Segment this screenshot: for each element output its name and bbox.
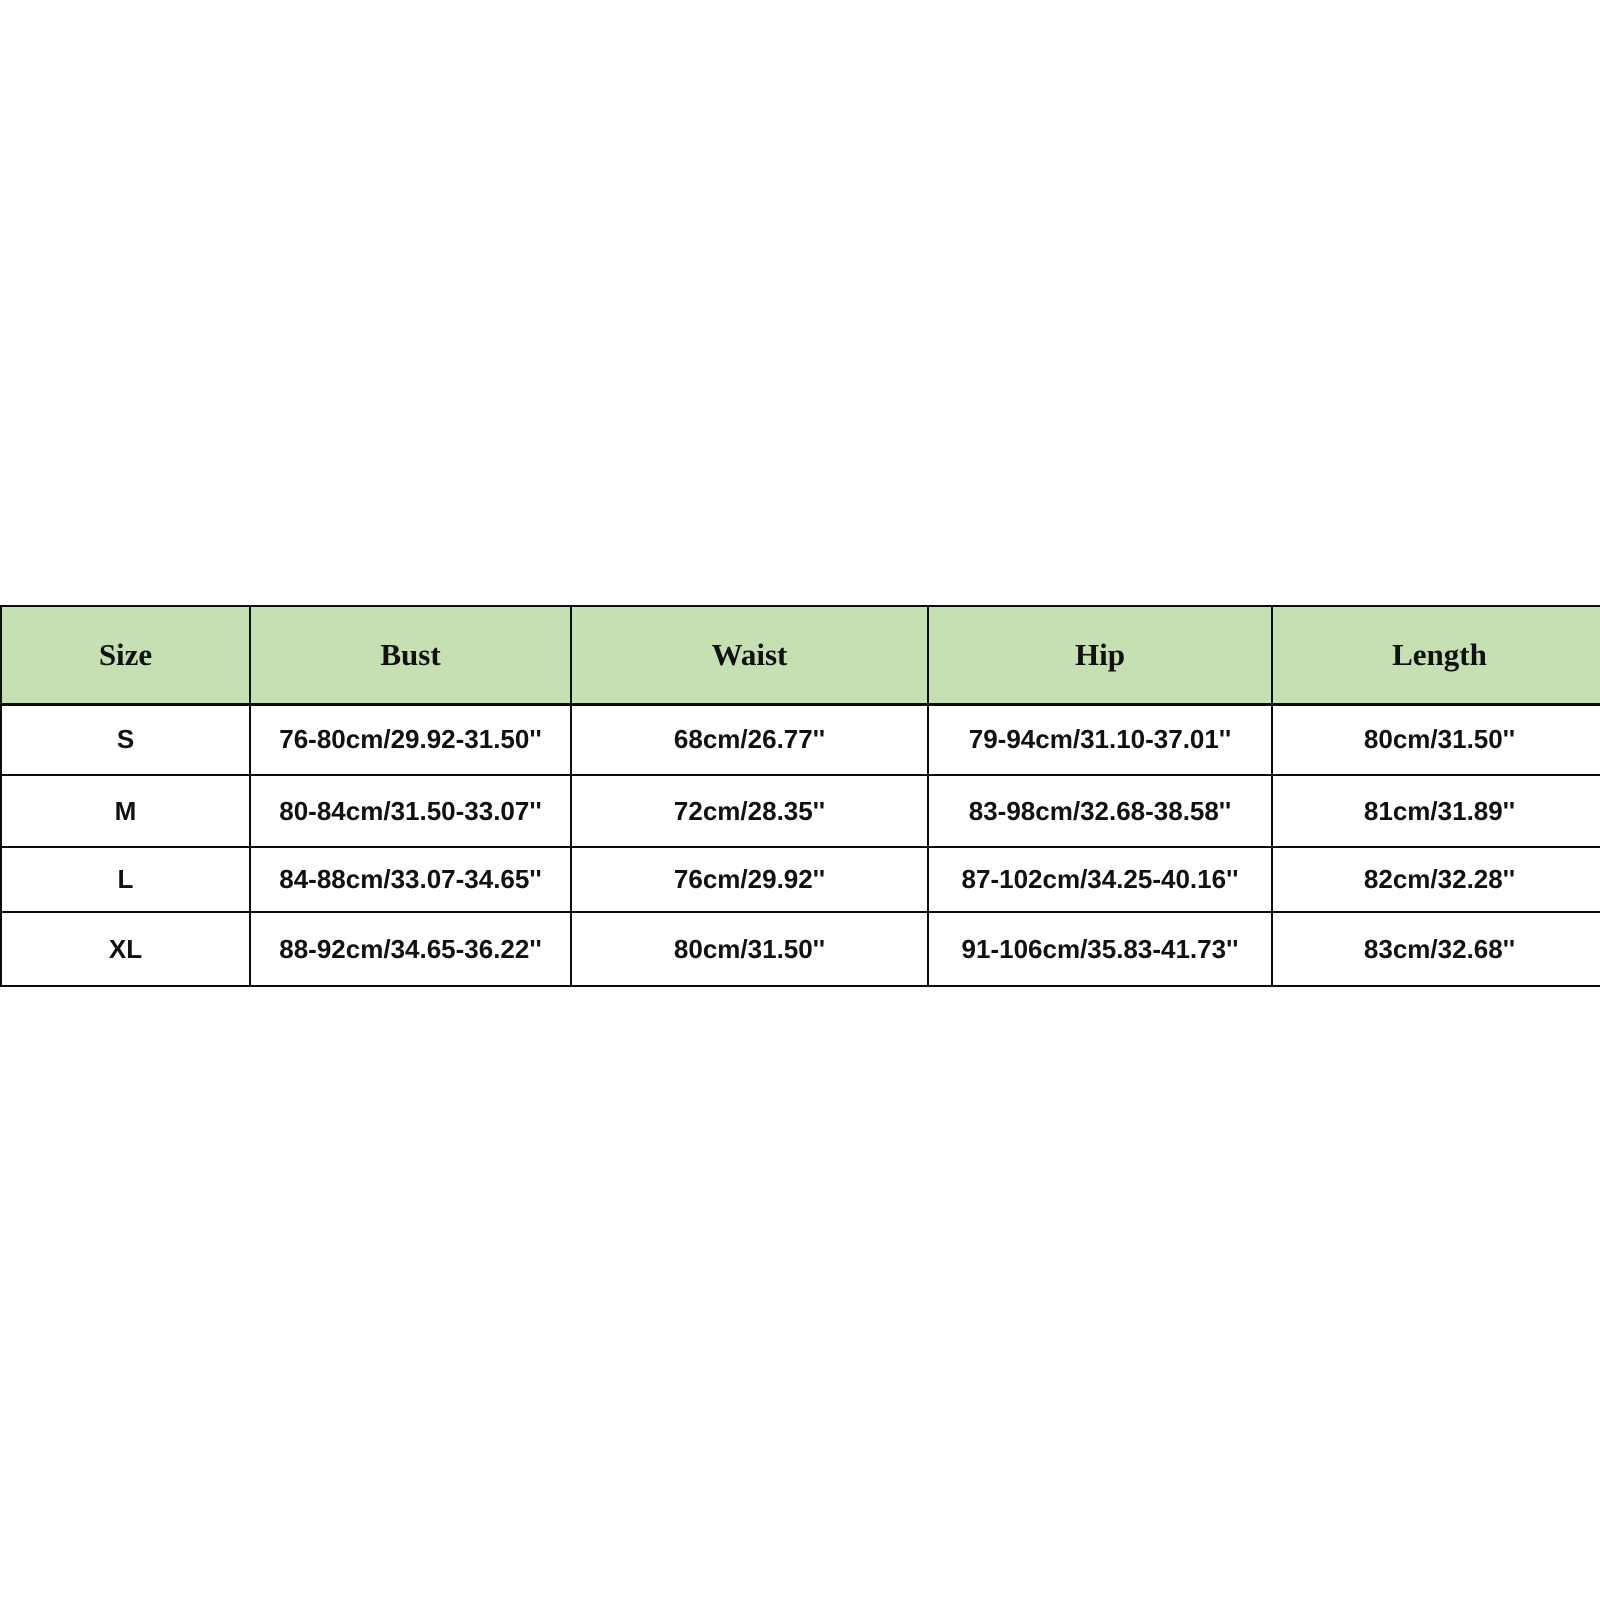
table-row-m: M 80-84cm/31.50-33.07'' 72cm/28.35'' 83-… [0,774,1600,848]
cell-size: XL [0,911,251,987]
cell-bust: 88-92cm/34.65-36.22'' [249,911,572,987]
cell-waist: 72cm/28.35'' [570,774,929,848]
cell-bust: 76-80cm/29.92-31.50'' [249,703,572,776]
cell-length: 80cm/31.50'' [1271,703,1600,776]
cell-hip: 87-102cm/34.25-40.16'' [927,846,1273,913]
cell-size: M [0,774,251,848]
cell-length: 81cm/31.89'' [1271,774,1600,848]
column-header-bust: Bust [249,605,572,706]
cell-bust: 80-84cm/31.50-33.07'' [249,774,572,848]
table-row-l: L 84-88cm/33.07-34.65'' 76cm/29.92'' 87-… [0,846,1600,913]
column-header-hip: Hip [927,605,1273,706]
cell-length: 83cm/32.68'' [1271,911,1600,987]
cell-size: L [0,846,251,913]
table-row-s: S 76-80cm/29.92-31.50'' 68cm/26.77'' 79-… [0,703,1600,776]
cell-hip: 83-98cm/32.68-38.58'' [927,774,1273,848]
size-chart-table: Size Bust Waist Hip Length S 76-80cm/29.… [0,605,1600,987]
cell-waist: 76cm/29.92'' [570,846,929,913]
cell-bust: 84-88cm/33.07-34.65'' [249,846,572,913]
table-row-xl: XL 88-92cm/34.65-36.22'' 80cm/31.50'' 91… [0,911,1600,987]
header-row: Size Bust Waist Hip Length [0,605,1600,706]
column-header-size: Size [0,605,251,706]
cell-waist: 68cm/26.77'' [570,703,929,776]
cell-hip: 79-94cm/31.10-37.01'' [927,703,1273,776]
column-header-waist: Waist [570,605,929,706]
size-chart: Size Bust Waist Hip Length S 76-80cm/29.… [0,605,1600,987]
column-header-length: Length [1271,605,1600,706]
cell-size: S [0,703,251,776]
cell-hip: 91-106cm/35.83-41.73'' [927,911,1273,987]
cell-length: 82cm/32.28'' [1271,846,1600,913]
cell-waist: 80cm/31.50'' [570,911,929,987]
